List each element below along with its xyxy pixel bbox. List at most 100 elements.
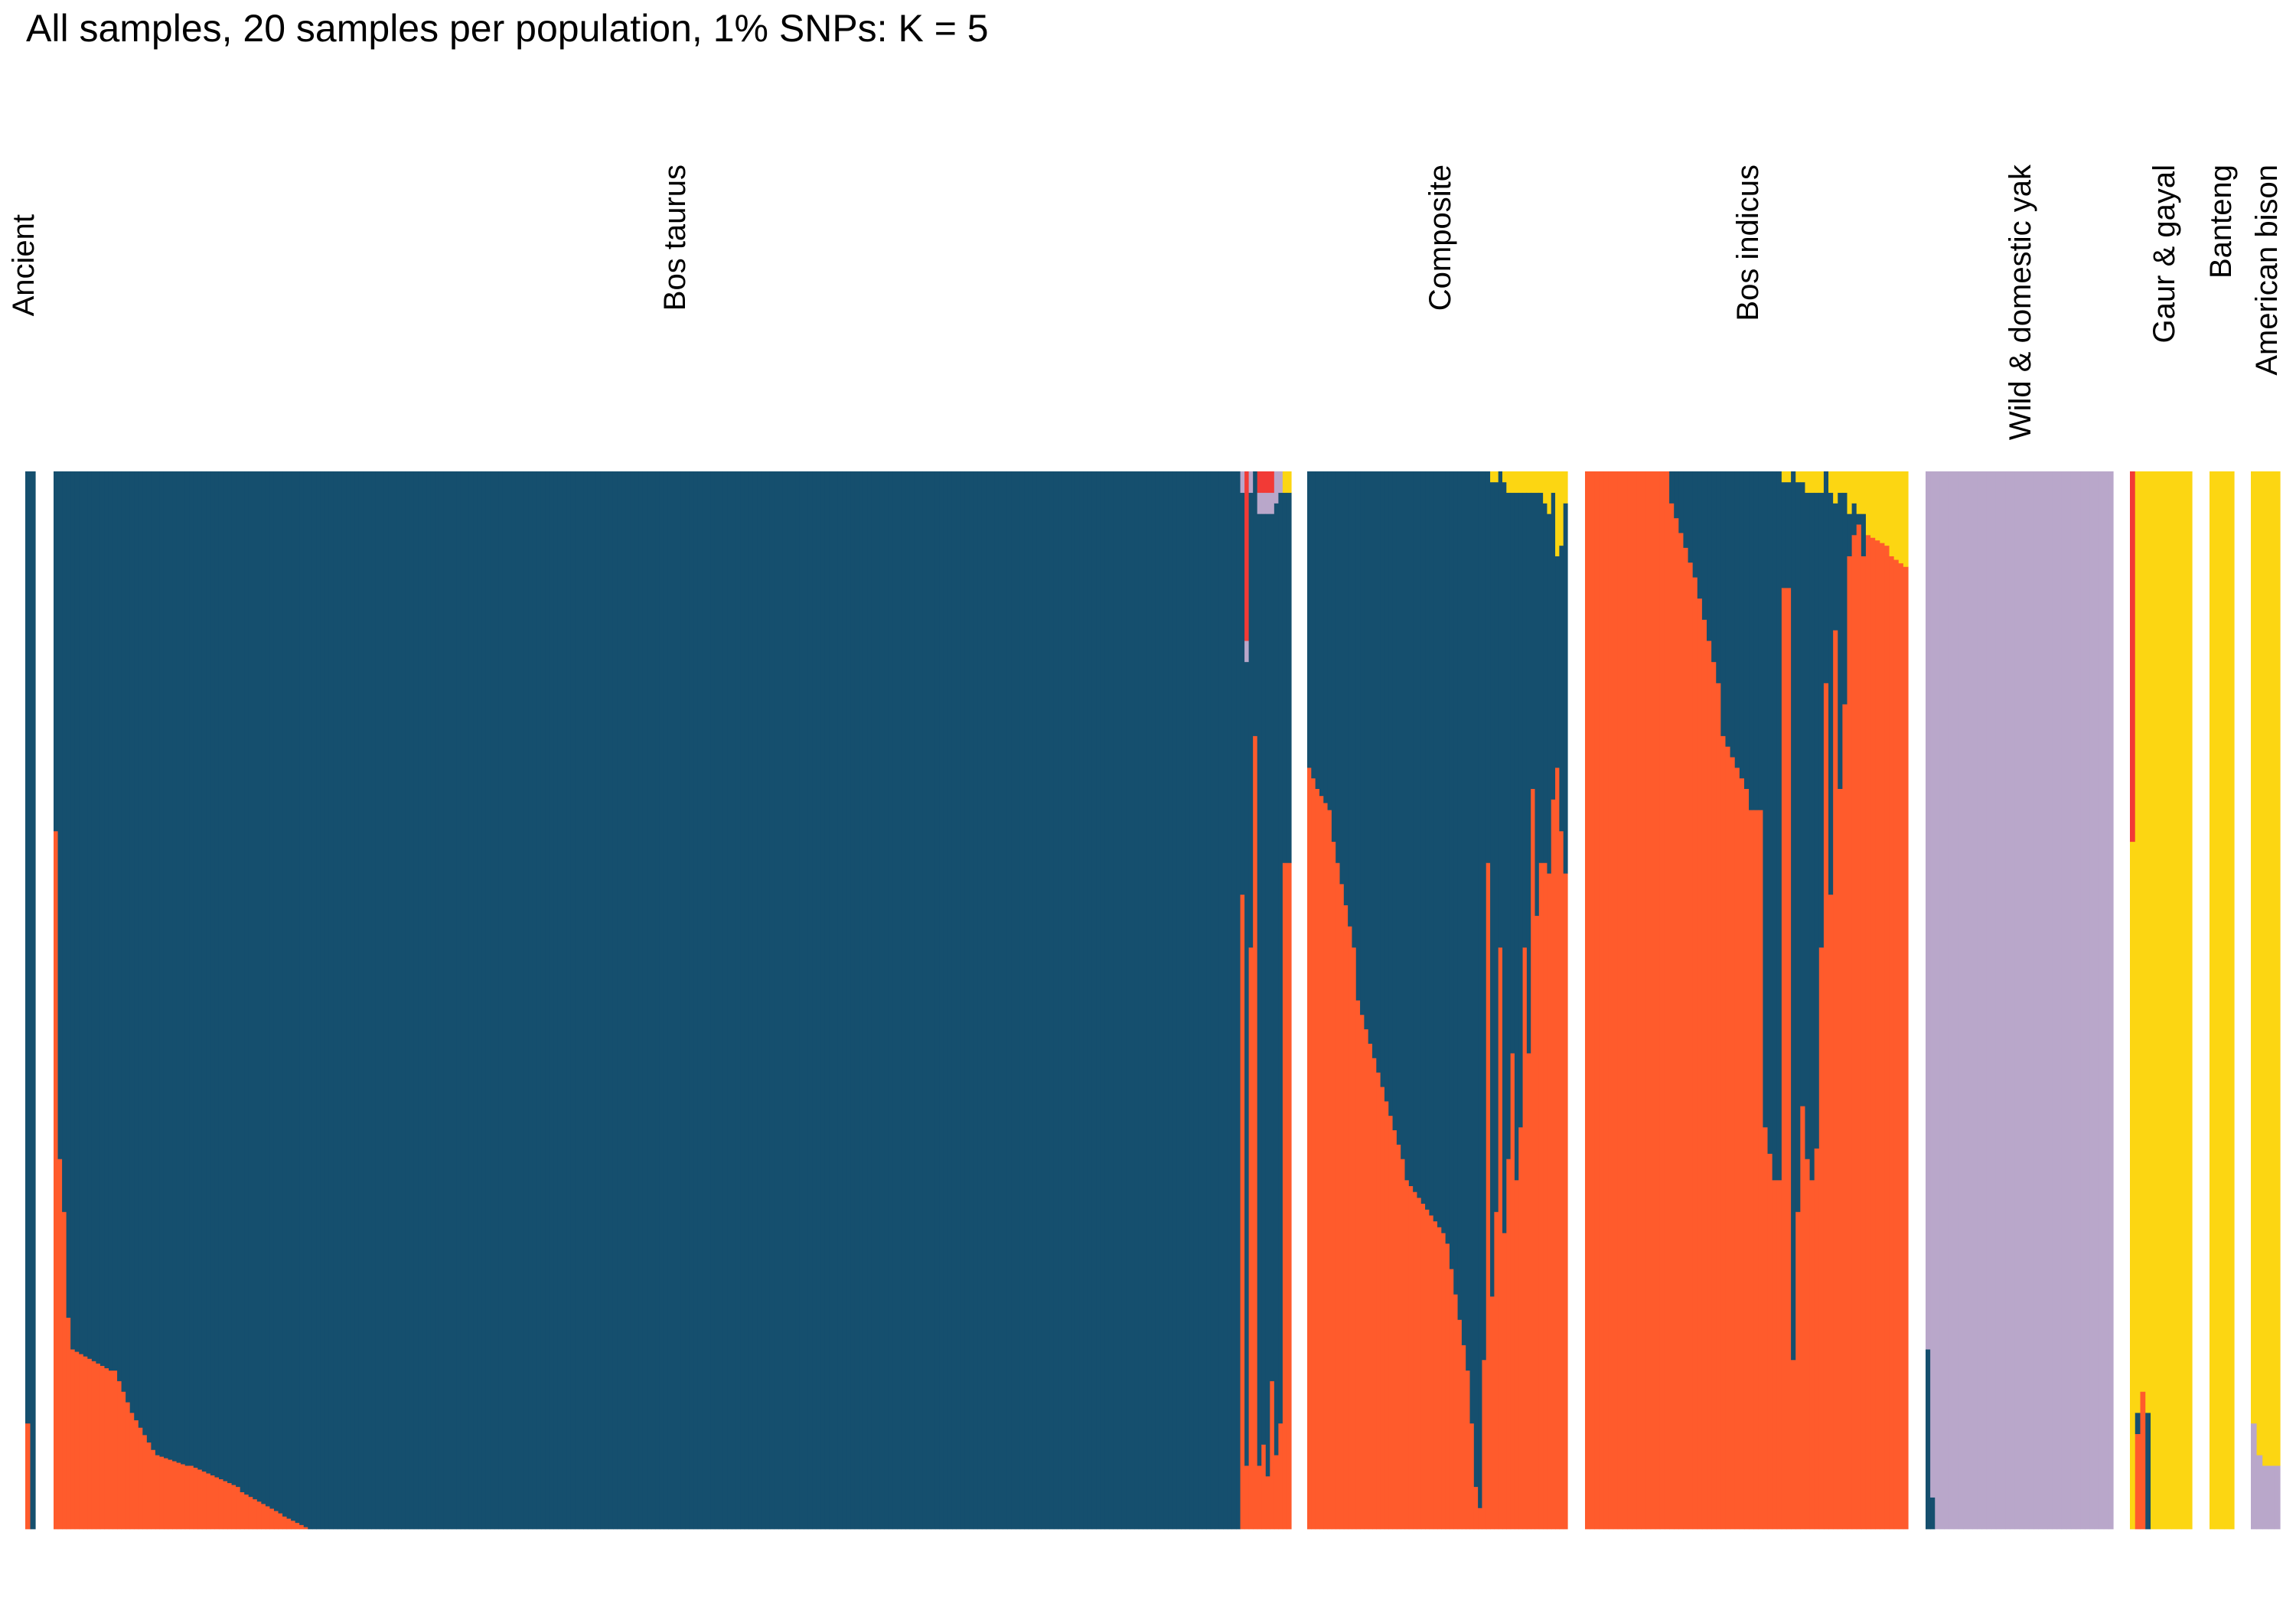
ancestry-bar-segment (1510, 492, 1515, 1054)
ancestry-bar-segment (998, 471, 1004, 1530)
ancestry-bar-segment (269, 471, 275, 1509)
ancestry-bar-segment (722, 471, 729, 1530)
ancestry-bar-segment (511, 471, 517, 1530)
ancestry-bar-segment (672, 471, 677, 1530)
ancestry-bar-segment (1466, 471, 1471, 1371)
ancestry-bar-segment (25, 471, 31, 1424)
ancestry-bar-segment (1404, 1179, 1410, 1530)
group-labels-layer: Ancient Bos taurus Composite Bos indicus Wil… (7, 164, 2284, 440)
ancestry-bar-segment (740, 471, 745, 1530)
ancestry-bar-segment (1669, 503, 1675, 1530)
ancestry-bar-segment (799, 471, 804, 1530)
ancestry-bar-segment (846, 471, 851, 1530)
ancestry-bar-segment (1889, 471, 1895, 556)
ancestry-bar-segment (146, 1442, 152, 1530)
ancestry-bar-segment (1360, 471, 1365, 1015)
ancestry-bar-segment (1856, 471, 1862, 514)
ancestry-bar-segment (172, 1461, 178, 1530)
ancestry-bar-segment (261, 1503, 266, 1530)
ancestry-bar-segment (693, 471, 699, 1530)
ancestry-bar-segment (1692, 577, 1698, 1530)
ancestry-bar-segment (1343, 905, 1349, 1530)
ancestry-bar-segment (1045, 471, 1050, 1530)
ancestry-bar-segment (1270, 471, 1275, 494)
ancestry-bar-segment (1469, 471, 1475, 1424)
ancestry-bar-segment (1543, 503, 1548, 863)
ancestry-bar-segment (1805, 1159, 1811, 1530)
ancestry-bar-segment (1117, 471, 1123, 1530)
ancestry-bar-segment (1404, 471, 1410, 1181)
ancestry-bar-segment (914, 471, 919, 1530)
ancestry-bar-segment (630, 471, 635, 1530)
ancestry-bar-segment (1701, 471, 1707, 620)
ancestry-bar-segment (1526, 492, 1531, 1054)
ancestry-bar-segment (25, 1423, 31, 1530)
ancestry-bar-segment (1543, 862, 1548, 1530)
ancestry-bar-segment (1355, 471, 1361, 1001)
ancestry-bar-segment (1851, 503, 1857, 536)
ancestry-bar-segment (1469, 1423, 1475, 1530)
ancestry-bar-segment (2005, 471, 2011, 1530)
ancestry-bar-segment (1240, 492, 1245, 895)
ancestry-bar-segment (138, 471, 143, 1428)
ancestry-bar-segment (197, 1469, 203, 1530)
ancestry-bar-segment (1420, 471, 1426, 1204)
ancestry-bar-segment (201, 471, 207, 1472)
ancestry-bar-segment (1972, 471, 1978, 1530)
ancestry-bar-segment (1730, 471, 1736, 758)
ancestry-bar-segment (1795, 481, 1801, 1212)
ancestry-bar-segment (566, 471, 572, 1530)
ancestry-bar-segment (1800, 471, 1806, 483)
ancestry-bar-segment (2262, 471, 2269, 1466)
ancestry-bar-segment (1401, 471, 1406, 1159)
ancestry-bar-segment (2224, 471, 2230, 1530)
ancestry-bar-segment (1786, 471, 1792, 483)
ancestry-bar-segment (824, 471, 830, 1530)
ancestry-bar-segment (151, 1449, 156, 1530)
ancestry-bar-segment (2080, 471, 2086, 1530)
ancestry-bar-segment (2145, 1412, 2151, 1530)
ancestry-bar-segment (842, 471, 847, 1530)
ancestry-bar-segment (905, 471, 911, 1530)
ancestry-bar-segment (1319, 471, 1324, 797)
ancestry-bar-segment (863, 471, 868, 1530)
ancestry-bar-segment (1408, 1185, 1414, 1530)
ancestry-bar-segment (1401, 1159, 1406, 1530)
ancestry-bar-segment (456, 471, 461, 1530)
ancestry-bar-segment (702, 471, 707, 1530)
ancestry-bar-segment (1953, 471, 1959, 1530)
ancestry-bar-segment (1113, 471, 1118, 1530)
population-ancient (25, 471, 36, 1530)
ancestry-bar-segment (1151, 471, 1156, 1530)
group-label: Ancient (7, 214, 41, 316)
ancestry-bar-segment (62, 1211, 67, 1530)
ancestry-bar-segment (66, 471, 71, 1318)
ancestry-bar-segment (1336, 471, 1341, 863)
ancestry-bar-segment (1739, 471, 1745, 779)
ancestry-bar-segment (236, 471, 241, 1488)
ancestry-bar-segment (299, 471, 305, 1525)
ancestry-bar-segment (1930, 1497, 1936, 1530)
ancestry-bar-segment (1425, 1209, 1430, 1530)
ancestry-bar-segment (333, 471, 338, 1530)
ancestry-bar-segment (1506, 1159, 1512, 1530)
ancestry-bar-segment (1420, 1203, 1426, 1530)
ancestry-bar-segment (273, 471, 279, 1511)
ancestry-bar-segment (210, 1475, 216, 1530)
ancestry-bar-segment (1627, 471, 1632, 1530)
ancestry-bar-segment (308, 471, 313, 1530)
ancestry-bar-segment (1311, 777, 1316, 1530)
ancestry-bar-segment (2135, 1433, 2141, 1530)
ancestry-bar-segment (1079, 471, 1084, 1530)
ancestry-bar-segment (1893, 471, 1900, 560)
ancestry-bar-segment (570, 471, 576, 1530)
ancestry-bar-segment (1104, 471, 1110, 1530)
ancestry-bar-segment (303, 1527, 308, 1530)
ancestry-bar-segment (181, 1464, 186, 1530)
ancestry-bar-segment (1551, 492, 1556, 800)
ancestry-bar-segment (393, 471, 398, 1530)
ancestry-bar-segment (1749, 810, 1754, 1530)
ancestry-bar-segment (1926, 1349, 1931, 1530)
ancestry-bar-segment (99, 1365, 106, 1530)
ancestry-bar-segment (126, 471, 131, 1403)
